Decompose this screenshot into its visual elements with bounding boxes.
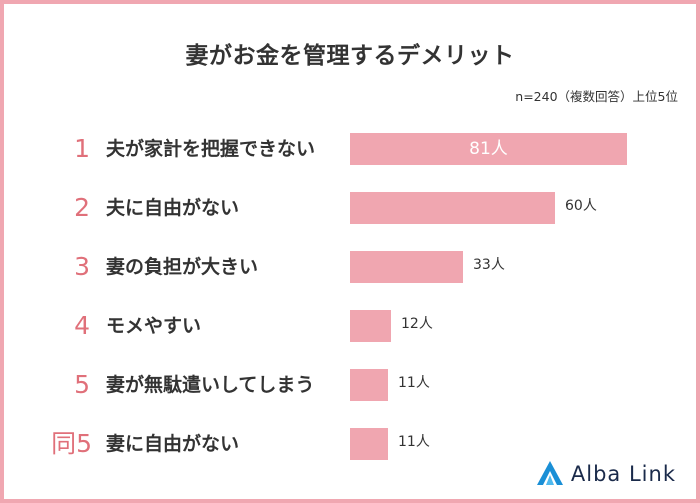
category-label: モメやすい xyxy=(106,315,202,337)
brand-name: Alba Link xyxy=(570,462,676,486)
value-label: 81人 xyxy=(469,139,508,159)
category-label: 妻の負担が大きい xyxy=(106,256,259,278)
value-label: 11人 xyxy=(398,375,430,391)
bar xyxy=(350,192,555,224)
bar xyxy=(350,310,391,342)
category-label: 夫に自由がない xyxy=(106,197,240,219)
value-label: 12人 xyxy=(401,316,433,332)
category-label: 夫が家計を把握できない xyxy=(106,138,316,160)
rank-number: 1 xyxy=(74,134,90,163)
alba-link-logo-icon xyxy=(536,461,563,485)
bar xyxy=(350,428,388,460)
bar xyxy=(350,369,388,401)
rank-number: 同5 xyxy=(51,429,92,458)
category-label: 妻に自由がない xyxy=(106,433,240,455)
rank-number: 5 xyxy=(74,370,90,399)
chart-title: 妻がお金を管理するデメリット xyxy=(185,43,515,69)
value-label: 60人 xyxy=(565,198,597,214)
rank-number: 3 xyxy=(74,252,90,281)
bar xyxy=(350,251,463,283)
rank-number: 4 xyxy=(74,311,90,340)
category-label: 妻が無駄遣いしてしまう xyxy=(106,374,315,396)
bar: 81人 xyxy=(350,133,627,165)
brand-logo: Alba Link xyxy=(535,459,676,489)
sample-note: n=240（複数回答）上位5位 xyxy=(515,89,678,104)
value-label: 33人 xyxy=(473,257,505,273)
rank-number: 2 xyxy=(74,193,90,222)
value-label: 11人 xyxy=(398,434,430,450)
